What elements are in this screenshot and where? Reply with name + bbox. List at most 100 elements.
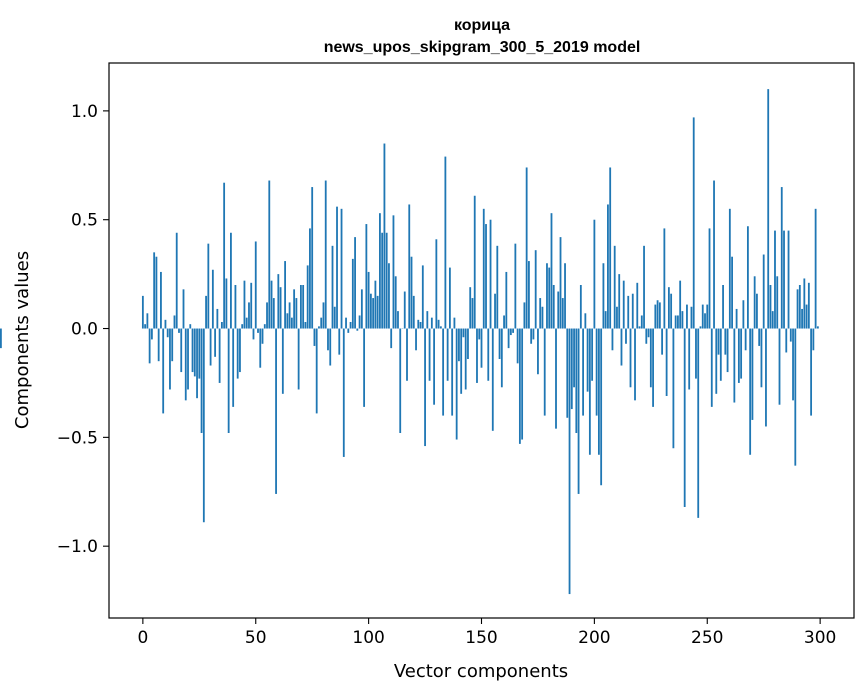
bar-264 (737, 328, 740, 383)
bar-138 (453, 317, 456, 329)
y-tick-label: −1.0 (57, 537, 98, 557)
bar-168 (521, 328, 524, 440)
bar-64 (286, 313, 289, 329)
bar-222 (643, 245, 645, 329)
bar-32 (214, 328, 217, 357)
bar-157 (496, 245, 499, 329)
bar-218 (634, 328, 636, 401)
bar-197 (586, 328, 589, 392)
bar-150 (480, 328, 483, 368)
bar-248 (701, 304, 704, 329)
bar-247 (699, 326, 702, 329)
bar-4 (150, 328, 153, 340)
bar-73 (306, 265, 309, 329)
bar-85 (333, 306, 336, 329)
bar-99 (365, 224, 368, 329)
bar-216 (629, 328, 632, 388)
bar-122 (417, 319, 420, 329)
bar-286 (787, 230, 790, 329)
bar-105 (379, 213, 381, 329)
bar-220 (638, 326, 641, 329)
bar-68 (295, 298, 298, 329)
bar-108 (385, 232, 388, 329)
y-axis-ticks: −1.0 −0.5 0.0 0.5 1.0 (57, 102, 109, 557)
bar-213 (622, 280, 625, 329)
bar-154 (489, 219, 492, 329)
bar-67 (293, 289, 296, 329)
bar-195 (582, 328, 584, 416)
bar-52 (259, 328, 262, 368)
bar-116 (403, 291, 406, 329)
bar-198 (588, 328, 591, 455)
bar-151 (482, 208, 485, 329)
bar-221 (640, 315, 643, 329)
bar-191 (573, 328, 575, 388)
bar-267 (744, 328, 747, 351)
bar-297 (812, 328, 815, 351)
bar-142 (462, 328, 465, 338)
y-tick-label: 1.0 (71, 102, 98, 122)
bar-215 (627, 295, 630, 329)
bar-44 (241, 324, 244, 329)
bar-140 (458, 328, 460, 362)
y-tick-label: −0.5 (57, 428, 98, 448)
bar-147 (473, 195, 476, 329)
bar-176 (539, 298, 542, 329)
bar-244 (692, 117, 695, 329)
bar-159 (500, 328, 503, 388)
bar-130 (435, 239, 438, 329)
bar-137 (451, 328, 454, 416)
bar-188 (566, 328, 569, 418)
bar-250 (706, 304, 709, 329)
bar-268 (746, 226, 749, 329)
bar-276 (765, 328, 767, 427)
bar-223 (645, 328, 648, 344)
bar-170 (525, 167, 528, 329)
bar-269 (749, 328, 752, 455)
bar-293 (803, 278, 806, 329)
bar-187 (564, 263, 566, 329)
bar-295 (807, 282, 810, 329)
bar-287 (789, 328, 792, 342)
bar-8 (160, 271, 162, 329)
bars-group (0, 89, 819, 595)
bar-299 (816, 326, 819, 329)
bar-166 (516, 328, 519, 364)
bar-21 (189, 324, 192, 329)
bar-237 (677, 315, 679, 329)
bar-5 (153, 252, 156, 329)
bar-270 (751, 328, 754, 420)
bar-144 (467, 328, 469, 359)
bar-209 (613, 245, 616, 329)
bar-14 (173, 315, 176, 329)
bar-274 (760, 328, 763, 388)
bar-298 (814, 208, 817, 329)
bar-69 (297, 328, 300, 390)
bar-242 (688, 328, 691, 390)
bar-82 (327, 328, 329, 351)
bar-43 (239, 328, 241, 373)
bar-49 (252, 328, 255, 340)
bar-53 (261, 328, 264, 344)
bar-246 (697, 328, 700, 518)
bar-261 (731, 256, 733, 329)
bar-192 (575, 328, 578, 433)
x-tick-label: 300 (804, 628, 836, 648)
bar-135 (446, 328, 449, 381)
bar-128 (430, 317, 433, 329)
bar-265 (740, 328, 743, 379)
bar-233 (667, 287, 670, 329)
bar-129 (433, 328, 435, 405)
bar-93 (351, 258, 354, 329)
bar-238 (679, 280, 682, 329)
bar-212 (620, 328, 623, 366)
bar-149 (478, 328, 481, 340)
y-tick-label: 0.5 (71, 211, 98, 231)
bar-24 (196, 328, 198, 399)
bar-28 (205, 295, 207, 329)
bar-133 (442, 328, 445, 416)
bar-106 (381, 232, 384, 329)
x-tick-label: 200 (578, 628, 610, 648)
bar-48 (250, 282, 253, 329)
bar-186 (561, 298, 564, 329)
